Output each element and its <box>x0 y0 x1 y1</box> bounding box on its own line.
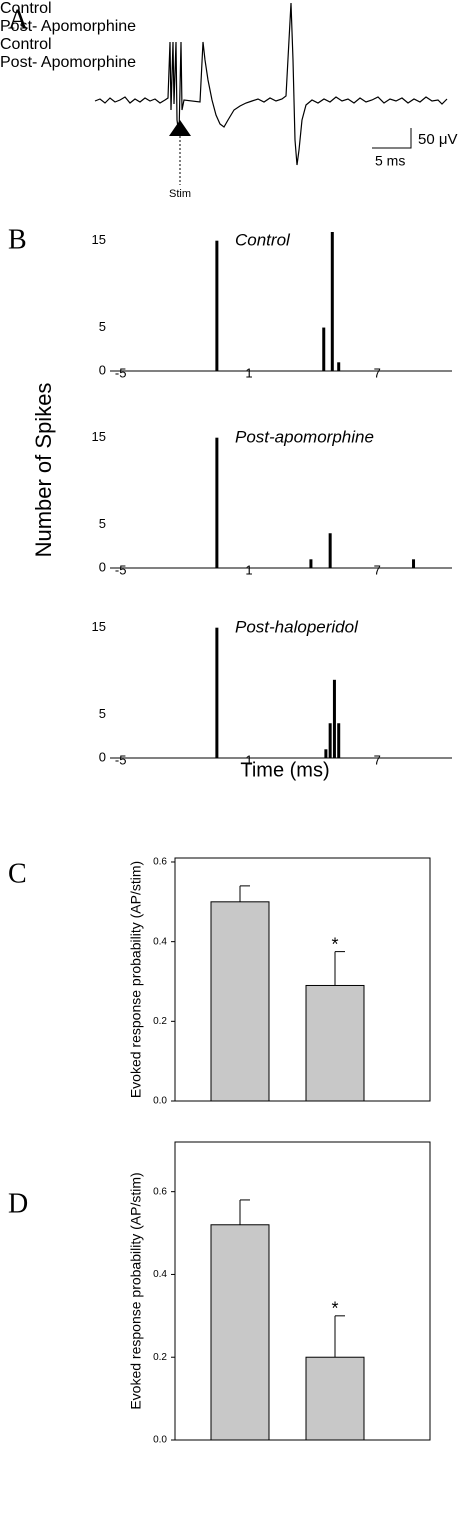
panel-label: C <box>8 858 27 889</box>
annotation: * <box>331 934 338 954</box>
annotation: * <box>331 1299 338 1319</box>
y-tick-label: 5 <box>99 516 106 531</box>
x-axis-title: Time (ms) <box>240 759 329 781</box>
spike-bar <box>215 240 219 371</box>
x-tick-label: 7 <box>374 365 381 380</box>
y-axis-title: Number of Spikes <box>31 383 56 558</box>
y-tick-label: 5 <box>99 706 106 721</box>
y-tick-label: 0.0 <box>153 1096 167 1107</box>
x-tick-label: 7 <box>374 562 381 577</box>
voltage-trace <box>94 2 448 166</box>
x-tick-label: 1 <box>245 365 252 380</box>
y-tick-label: 0.6 <box>153 857 167 868</box>
y-tick-label: 0 <box>99 362 106 377</box>
plot-frame <box>174 1141 431 1441</box>
scale-label: 5 ms <box>375 153 405 169</box>
scale-bar <box>372 128 412 149</box>
y-tick-label: 5 <box>99 319 106 334</box>
bar <box>305 1356 365 1441</box>
y-tick-label: 15 <box>92 619 106 634</box>
scale-label: 50 μV <box>418 131 458 148</box>
y-axis-title: Evoked response probability (AP/stim) <box>128 1172 144 1409</box>
spike-bar <box>337 362 341 371</box>
spike-bar <box>215 437 219 568</box>
bar <box>210 1224 270 1441</box>
spike-bar <box>337 723 341 758</box>
y-tick-label: 0 <box>99 559 106 574</box>
chart-title: Post-apomorphine <box>235 427 374 446</box>
plot-frame <box>174 857 431 1102</box>
stim-arrow <box>169 120 191 136</box>
y-tick-label: 0.6 <box>153 1186 167 1197</box>
panel-label: A <box>8 4 29 35</box>
y-axis-title: Evoked response probability (AP/stim) <box>128 861 144 1098</box>
x-tick-label: Control <box>0 0 52 17</box>
spike-bar <box>309 559 313 568</box>
y-tick-label: 0.0 <box>153 1435 167 1446</box>
spike-bar <box>328 723 332 758</box>
bar <box>305 984 365 1102</box>
spike-bar <box>412 559 416 568</box>
spike-bar <box>322 327 326 371</box>
x-tick-label: -5 <box>115 752 127 767</box>
bar <box>210 901 270 1102</box>
spike-bar <box>324 749 328 758</box>
y-tick-label: 15 <box>92 429 106 444</box>
stim-label: Stim <box>169 188 191 200</box>
x-tick-label: Post- Apomorphine <box>0 18 137 35</box>
chart-title: Control <box>235 230 291 249</box>
x-tick-label: 1 <box>245 562 252 577</box>
panel-label: D <box>8 1188 28 1219</box>
spike-bar <box>332 679 336 758</box>
chart-title: Post-haloperidol <box>235 617 359 636</box>
x-tick-label: Control <box>0 36 52 53</box>
x-tick-label: 1 <box>245 752 252 767</box>
spike-bar <box>215 627 219 758</box>
y-tick-label: 0 <box>99 749 106 764</box>
spike-bar <box>328 533 332 568</box>
y-tick-label: 15 <box>92 232 106 247</box>
panel-label: B <box>8 224 27 255</box>
x-tick-label: -5 <box>115 562 127 577</box>
y-tick-label: 0.2 <box>153 1016 167 1027</box>
x-tick-label: Post- Apomorphine <box>0 54 137 71</box>
spike-bar <box>330 232 334 371</box>
x-tick-label: -5 <box>115 365 127 380</box>
y-tick-label: 0.2 <box>153 1352 167 1363</box>
y-tick-label: 0.4 <box>153 936 167 947</box>
x-tick-label: 7 <box>374 752 381 767</box>
y-tick-label: 0.4 <box>153 1269 167 1280</box>
